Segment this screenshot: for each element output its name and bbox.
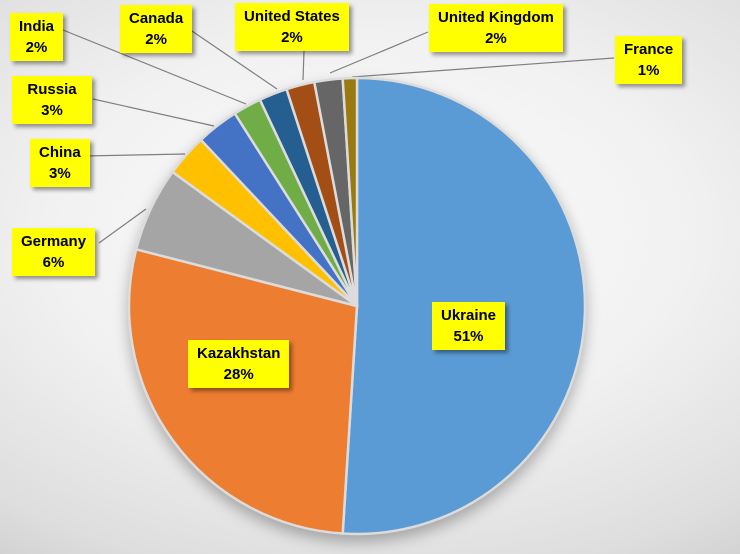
slice-kazakhstan	[127, 248, 359, 535]
label-country-pct: 2%	[25, 39, 48, 56]
label-country-name: France	[624, 41, 674, 58]
leader-line-canada	[188, 28, 278, 90]
label-country-name: India	[19, 18, 55, 35]
pie-slices	[127, 76, 587, 536]
label-country-name: United States	[244, 8, 340, 25]
label-country-name: United Kingdom	[438, 9, 554, 26]
leader-line-india	[62, 29, 247, 105]
label-india: India 2%	[10, 13, 64, 61]
leader-line-russia	[92, 98, 215, 127]
slice-france	[341, 76, 359, 308]
label-country-pct: 3%	[41, 102, 63, 119]
label-country-pct: 28%	[223, 366, 254, 383]
label-china: China 3%	[30, 139, 90, 187]
label-france: France 1%	[615, 36, 683, 84]
label-country-pct: 2%	[145, 31, 167, 48]
leader-line-germany	[98, 208, 147, 244]
label-country-pct: 2%	[281, 29, 303, 46]
label-germany: Germany 6%	[12, 228, 96, 276]
label-country-name: Canada	[129, 10, 184, 27]
label-country-pct: 1%	[637, 62, 660, 79]
label-country-pct: 3%	[48, 165, 71, 182]
label-country-pct: 2%	[485, 30, 507, 47]
leader-lines	[62, 28, 615, 244]
label-country-name: Germany	[21, 233, 87, 250]
label-country-name: Kazakhstan	[197, 345, 281, 362]
label-united-kingdom: United Kingdom 2%	[429, 4, 563, 52]
label-country-pct: 6%	[42, 254, 65, 271]
label-russia: Russia 3%	[12, 76, 92, 124]
label-country-pct: 51%	[453, 328, 484, 345]
label-country-name: Russia	[27, 81, 77, 98]
label-ukraine: Ukraine 51%	[432, 302, 506, 350]
label-country-name: China	[39, 144, 81, 161]
leader-line-china	[83, 153, 186, 157]
label-canada: Canada 2%	[120, 5, 193, 53]
label-united-states: United States 2%	[235, 3, 349, 51]
leader-line-france	[351, 57, 615, 78]
label-country-name: Ukraine	[441, 307, 497, 324]
leader-line-united-kingdom	[329, 31, 429, 74]
label-kazakhstan: Kazakhstan 28%	[188, 340, 290, 388]
leader-line-united-states	[302, 50, 305, 81]
